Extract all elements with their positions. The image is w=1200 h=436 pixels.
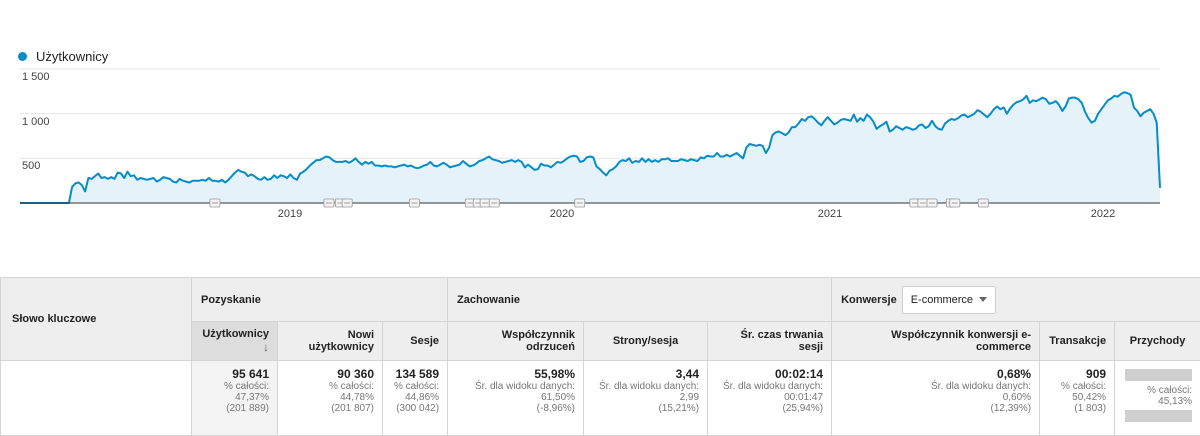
total-base: (1 803) (1044, 403, 1106, 414)
total-value: 909 (1044, 367, 1106, 381)
total-percent: 2,99 (588, 392, 699, 403)
col-header-label: Współczynnik odrzuceń (502, 329, 575, 353)
total-avg-session-duration: 00:02:14 Śr. dla widoku danych: 00:01:47… (708, 361, 832, 436)
annotation-marker-icon[interactable] (978, 199, 988, 207)
col-header-new-users[interactable]: Nowi użytkownicy (278, 322, 383, 361)
series-area (20, 92, 1160, 203)
annotation-marker-icon[interactable] (210, 199, 220, 207)
total-value: 3,44 (588, 367, 699, 381)
group-behavior-label: Zachowanie (457, 294, 520, 306)
col-header-users[interactable]: Użytkownicy↓ (192, 322, 278, 361)
total-ecommerce-conversion-rate: 0,68% Śr. dla widoku danych: 0,60% (12,3… (832, 361, 1040, 436)
col-header-label: Współczynnik konwersji e-commerce (891, 329, 1031, 353)
redacted-base (1125, 410, 1192, 422)
total-pages-per-session: 3,44 Śr. dla widoku danych: 2,99 (15,21%… (584, 361, 708, 436)
conversions-label: Konwersje (841, 294, 897, 306)
col-header-label: Przychody (1130, 335, 1186, 347)
total-value: 90 360 (282, 367, 374, 381)
total-new-users: 90 360 % całości: 44,78% (201 807) (278, 361, 383, 436)
group-header-conversions: Konwersje E-commerce (832, 278, 1200, 322)
total-base: (25,94%) (712, 403, 823, 414)
total-caption: Śr. dla widoku danych: (588, 381, 699, 392)
total-percent: 45,13% (1119, 396, 1192, 407)
annotation-marker-icon[interactable] (324, 199, 334, 207)
col-header-avg-session-duration[interactable]: Śr. czas trwania sesji (708, 322, 832, 361)
users-chart: Użytkownicy 1 500 1 000 500 2019 2020 20… (0, 0, 1200, 270)
total-base: (201 889) (196, 403, 269, 414)
group-acquisition-label: Pozyskanie (201, 294, 261, 306)
total-caption: Śr. dla widoku danych: (712, 381, 823, 392)
conversions-header-wrap: Konwersje E-commerce (841, 286, 1200, 314)
total-percent: 61,50% (452, 392, 575, 403)
col-header-revenue[interactable]: Przychody (1115, 322, 1200, 361)
total-base: (201 807) (282, 403, 374, 414)
sort-down-icon: ↓ (263, 340, 269, 354)
col-header-label: Transakcje (1049, 335, 1106, 347)
total-percent: 50,42% (1044, 392, 1106, 403)
chart-plot (0, 0, 1200, 270)
total-sessions: 134 589 % całości: 44,86% (300 042) (383, 361, 448, 436)
total-caption: % całości: (282, 381, 374, 392)
annotation-marker-icon[interactable] (950, 199, 960, 207)
annotation-marker-icon[interactable] (480, 199, 490, 207)
col-header-label: Strony/sesja (613, 335, 678, 347)
col-header-label: Nowi użytkownicy (309, 329, 374, 353)
total-caption: % całości: (1044, 381, 1106, 392)
total-revenue: % całości: 45,13% (1115, 361, 1200, 436)
total-caption: % całości: (196, 381, 269, 392)
col-header-label: Śr. czas trwania sesji (741, 329, 824, 353)
group-header-behavior: Zachowanie (448, 278, 832, 322)
col-header-pages-per-session[interactable]: Strony/sesja (584, 322, 708, 361)
group-header-row: Słowo kluczowe Pozyskanie Zachowanie Kon… (1, 278, 1200, 322)
total-caption: Śr. dla widoku danych: (836, 381, 1031, 392)
total-base: (300 042) (387, 403, 439, 414)
total-percent: 44,86% (387, 392, 439, 403)
total-users: 95 641 % całości: 47,37% (201 889) (192, 361, 278, 436)
total-value: 00:02:14 (712, 367, 823, 381)
total-value: 55,98% (452, 367, 575, 381)
total-value: 0,68% (836, 367, 1031, 381)
col-header-ecommerce-conversion-rate[interactable]: Współczynnik konwersji e-commerce (832, 322, 1040, 361)
redacted-value (1125, 369, 1192, 381)
total-percent: 0,60% (836, 392, 1031, 403)
col-header-label: Sesje (410, 335, 439, 347)
col-header-bounce-rate[interactable]: Współczynnik odrzuceń (448, 322, 584, 361)
group-header-acquisition: Pozyskanie (192, 278, 448, 322)
total-value: 95 641 (196, 367, 269, 381)
col-header-sessions[interactable]: Sesje (383, 322, 448, 361)
total-base: (12,39%) (836, 403, 1031, 414)
conversions-select-value: E-commerce (911, 294, 973, 306)
dimension-header-label: Słowo kluczowe (12, 313, 96, 325)
total-transactions: 909 % całości: 50,42% (1 803) (1040, 361, 1115, 436)
total-base: (-8,96%) (452, 403, 575, 414)
col-header-label: Użytkownicy (202, 328, 269, 340)
total-base: (15,21%) (588, 403, 699, 414)
annotation-marker-icon[interactable] (342, 199, 352, 207)
total-percent: 44,78% (282, 392, 374, 403)
total-percent: 47,37% (196, 392, 269, 403)
conversions-select[interactable]: E-commerce (902, 286, 996, 314)
dimension-header[interactable]: Słowo kluczowe (1, 278, 192, 361)
total-percent: 00:01:47 (712, 392, 823, 403)
total-bounce-rate: 55,98% Śr. dla widoku danych: 61,50% (-8… (448, 361, 584, 436)
annotation-marker-icon[interactable] (489, 199, 499, 207)
annotation-marker-icon[interactable] (409, 199, 419, 207)
total-caption: % całości: (1119, 385, 1192, 396)
annotation-marker-icon[interactable] (918, 199, 928, 207)
total-caption: % całości: (387, 381, 439, 392)
report-table: Słowo kluczowe Pozyskanie Zachowanie Kon… (0, 277, 1200, 436)
total-value: 134 589 (387, 367, 439, 381)
total-caption: Śr. dla widoku danych: (452, 381, 575, 392)
totals-row: 95 641 % całości: 47,37% (201 889) 90 36… (1, 361, 1200, 436)
annotation-marker-icon[interactable] (927, 199, 937, 207)
annotation-marker-icon[interactable] (575, 199, 585, 207)
col-header-transactions[interactable]: Transakcje (1040, 322, 1115, 361)
chevron-down-icon (979, 297, 987, 302)
totals-dimension-cell (1, 361, 192, 436)
